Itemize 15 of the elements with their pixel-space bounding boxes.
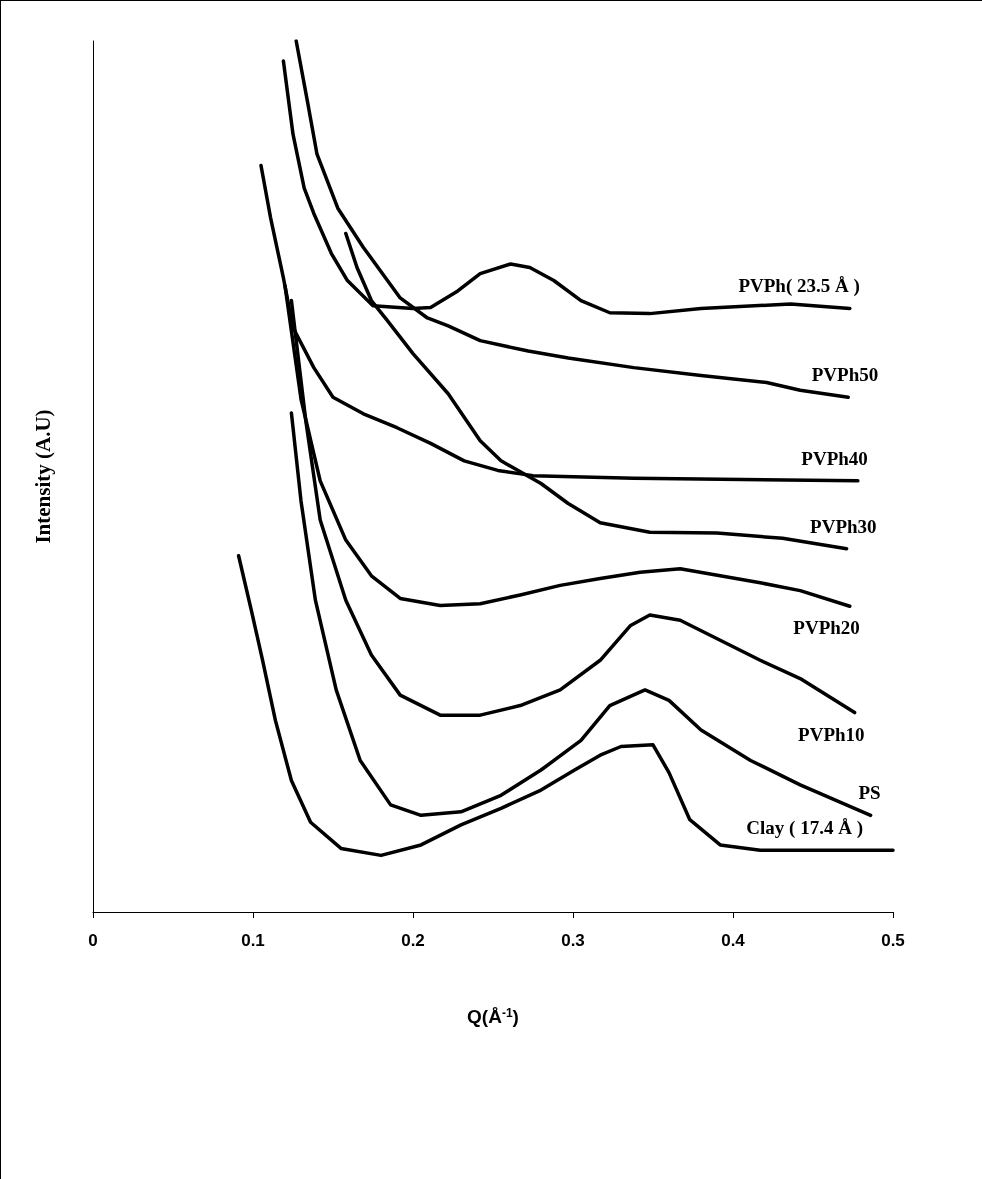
- series-label: Clay ( 17.4 Å ): [746, 817, 864, 840]
- y-axis-title: Intensity (A.U): [30, 409, 55, 544]
- x-tick-label: 0.4: [721, 931, 746, 950]
- series-label: PVPh20: [793, 617, 860, 639]
- x-tick-label: 0.5: [881, 931, 905, 950]
- x-tick-label: 0.1: [241, 931, 265, 950]
- x-tick-label: 0.2: [401, 931, 425, 950]
- x-tick-label: 0: [88, 931, 98, 950]
- series-label: PVPh30: [810, 515, 877, 537]
- series-label: PVPh10: [798, 723, 865, 745]
- series-label: PS: [858, 782, 881, 804]
- series-label: PVPh50: [811, 364, 879, 386]
- series-label: PVPh( 23.5 Å ): [738, 275, 860, 298]
- series-label: PVPh40: [801, 447, 868, 469]
- x-tick-label: 0.3: [561, 931, 585, 950]
